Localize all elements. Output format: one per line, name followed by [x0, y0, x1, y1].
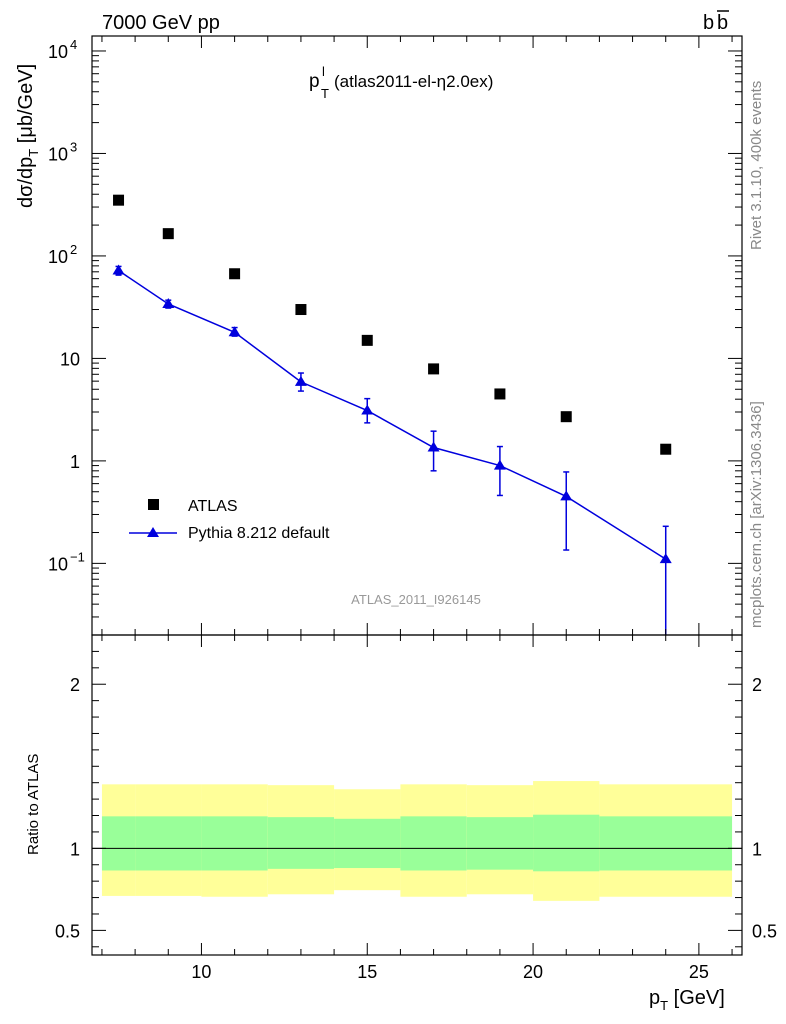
atlas-data-points: [113, 194, 672, 455]
atlas-point-3: [295, 304, 307, 316]
atlas-point-2: [229, 268, 241, 280]
mcplots-label: mcplots.cern.ch [arXiv:1306.3436]: [748, 401, 765, 628]
mc-error-bars: [115, 265, 669, 635]
plot-title: p l T (atlas2011-el-η2.0ex): [309, 64, 493, 101]
process-label: b b: [703, 10, 729, 34]
legend: ATLAS Pythia 8.212 default: [129, 498, 330, 542]
xtick-label-10: 10: [191, 962, 211, 982]
ytick-label-exp-5: 4: [70, 37, 77, 52]
ytick-label-main-5: 10: [48, 42, 68, 62]
band-inner-5: [400, 816, 467, 871]
ytick-label-main-0: 10: [48, 554, 68, 574]
legend-mc-marker: [147, 527, 159, 537]
ratio-ylabel: Ratio to ATLAS: [25, 754, 42, 855]
xtick-label-15: 15: [357, 962, 377, 982]
main-ylabel: dσ/dpT [μb/GeV]: [15, 64, 41, 208]
band-inner-3: [267, 817, 335, 869]
plot-title-rest: (atlas2011-el-η2.0ex): [334, 72, 493, 91]
mc-point-3: [294, 375, 307, 386]
plot-title-sub: T: [321, 86, 329, 101]
process-label-bbar: b: [717, 12, 728, 34]
atlas-point-5: [428, 363, 440, 375]
mc-point-5: [427, 441, 440, 452]
xtick-label-25: 25: [689, 962, 709, 982]
ytick-label-ratio-left-0: 0.5: [55, 921, 80, 941]
legend-atlas-marker: [148, 499, 159, 510]
mc-point-4: [361, 404, 374, 415]
ytick-label-ratio-right-1: 1: [752, 839, 762, 859]
legend-mc-label: Pythia 8.212 default: [188, 525, 330, 542]
atlas-point-6: [494, 388, 506, 400]
band-inner-2: [201, 816, 268, 871]
ytick-label-main-4: 10: [48, 144, 68, 164]
band-inner-0: [101, 816, 136, 871]
ratio-plot-frame: [91, 634, 743, 956]
plot-title-main: p: [309, 71, 320, 92]
band-inner-6: [466, 817, 534, 870]
mc-point-7: [560, 490, 573, 501]
ytick-label-ratio-right-2: 2: [752, 675, 762, 695]
mc-point-6: [493, 459, 506, 470]
ytick-label-ratio-left-2: 2: [70, 675, 80, 695]
atlas-point-4: [361, 334, 373, 346]
ytick-label-main-1: 1: [70, 452, 80, 472]
plot-title-sup: l: [322, 64, 325, 79]
mc-polyline: [118, 269, 667, 560]
ytick-label-exp-3: 2: [70, 242, 77, 257]
xtick-label-20: 20: [523, 962, 543, 982]
beam-label: 7000 GeV pp: [102, 12, 220, 34]
mc-data-points: [112, 264, 672, 564]
band-inner-8: [599, 816, 733, 871]
band-inner-1: [135, 816, 202, 871]
ytick-label-ratio-right-0: 0.5: [752, 921, 777, 941]
atlas-point-0: [113, 194, 125, 206]
ytick-label-main-2: 10: [60, 349, 80, 369]
mc-point-1: [162, 297, 175, 308]
axis-ticks: [92, 36, 742, 955]
atlas-point-7: [560, 411, 572, 423]
atlas-point-1: [162, 228, 174, 240]
xlabel: pT [GeV]: [649, 987, 725, 1013]
ytick-label-ratio-left-1: 1: [70, 839, 80, 859]
atlas-point-8: [660, 443, 672, 455]
mc-point-2: [228, 326, 241, 337]
mc-point-8: [659, 553, 672, 564]
mc-point-0: [112, 264, 125, 275]
legend-atlas-label: ATLAS: [188, 498, 238, 515]
ytick-label-main-3: 10: [48, 247, 68, 267]
band-inner-4: [334, 818, 401, 869]
process-label-b: b: [703, 12, 714, 34]
ytick-label-exp-4: 3: [70, 139, 77, 154]
mc-series-line: [118, 269, 667, 560]
band-inner-7: [533, 814, 600, 872]
ratio-bands: [101, 781, 733, 901]
ytick-label-exp-0: −1: [70, 549, 85, 564]
analysis-watermark: ATLAS_2011_I926145: [351, 592, 481, 607]
rivet-label: Rivet 3.1.10, 400k events: [748, 81, 765, 250]
